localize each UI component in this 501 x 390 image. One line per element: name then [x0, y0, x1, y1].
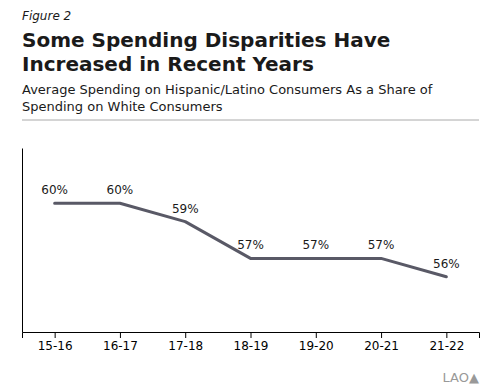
data-label: 60%	[107, 183, 134, 197]
x-tick-mark	[55, 332, 56, 338]
data-label: 57%	[237, 238, 264, 252]
data-labels: 60% 60% 59% 57% 57% 57% 56%	[41, 183, 459, 271]
data-label: 60%	[41, 183, 68, 197]
text-line: Increased in Recent Years	[22, 52, 314, 76]
chart-container: Figure 2 Some Spending Disparities Have I…	[0, 0, 501, 390]
x-tick-label: 17-18	[168, 339, 203, 353]
text-line: Spending on White Consumers	[22, 99, 223, 114]
x-tick-label: 21-22	[429, 339, 464, 353]
x-tick-label: 16-17	[103, 339, 138, 353]
x-tick: 17-18	[168, 332, 203, 353]
x-tick-mark	[120, 332, 121, 338]
x-tick-mark	[381, 332, 382, 338]
x-tick: 21-22	[429, 332, 464, 353]
figure-label: Figure 2	[22, 9, 71, 23]
chart-svg: Figure 2 Some Spending Disparities Have I…	[0, 0, 501, 390]
x-tick-label: 15-16	[38, 339, 73, 353]
x-tick-mark	[316, 332, 317, 338]
x-tick-label: 19-20	[299, 339, 334, 353]
logo: LAO▲	[443, 370, 479, 385]
data-label: 57%	[302, 238, 329, 252]
y-axis	[22, 149, 23, 333]
x-axis: 15-16 16-17 17-18 18-19 19-20 20-21 21-22	[23, 332, 480, 353]
line	[55, 203, 447, 277]
text-line: Average Spending on Hispanic/Latino Cons…	[22, 82, 436, 97]
x-tick-mark	[251, 332, 252, 338]
x-axis-line	[23, 333, 480, 339]
x-tick: 16-17	[103, 332, 138, 353]
x-tick: 20-21	[364, 332, 399, 353]
plot-area	[55, 203, 447, 277]
x-tick: 15-16	[38, 332, 73, 353]
x-tick-mark	[185, 332, 186, 338]
x-tick-label: 20-21	[364, 339, 399, 353]
x-tick-mark	[446, 332, 447, 338]
subtitle: Average Spending on Hispanic/Latino Cons…	[22, 82, 436, 114]
x-tick: 19-20	[299, 332, 334, 353]
y-axis-line	[22, 149, 23, 333]
data-label: 57%	[368, 238, 395, 252]
data-label: 56%	[433, 257, 460, 271]
x-tick-label: 18-19	[234, 339, 269, 353]
x-tick: 18-19	[234, 332, 269, 353]
title: Some Spending Disparities Have Increased…	[22, 28, 397, 76]
data-label: 59%	[172, 202, 199, 216]
separator	[22, 120, 479, 121]
text-line: Some Spending Disparities Have	[22, 28, 397, 52]
